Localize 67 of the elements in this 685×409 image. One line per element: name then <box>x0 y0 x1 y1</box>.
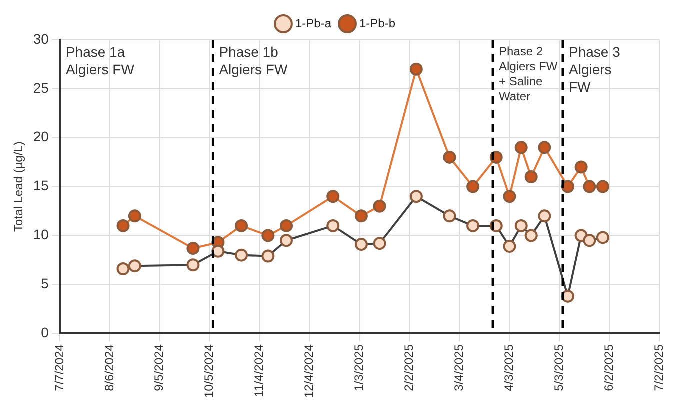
point <box>503 190 516 204</box>
x-tick-label: 8/6/2024 <box>102 344 116 392</box>
point <box>128 210 142 223</box>
point <box>186 242 200 255</box>
y-tick-label: 30 <box>33 30 50 47</box>
point <box>354 238 368 252</box>
y-tick-label: 20 <box>33 128 50 145</box>
point <box>466 219 480 232</box>
y-tick-label: 5 <box>41 276 50 292</box>
point <box>443 210 456 223</box>
point <box>280 234 293 248</box>
point <box>186 258 200 272</box>
annotation: Phase 3 Algiers FW <box>568 44 621 95</box>
point <box>466 180 480 194</box>
point <box>326 190 340 204</box>
y-axis-title: Total Lead (µg/L) <box>12 142 26 232</box>
x-tick-label: 10/5/2024 <box>202 344 216 398</box>
point <box>280 219 293 232</box>
point <box>235 219 248 232</box>
point <box>538 210 552 223</box>
point <box>561 180 574 194</box>
point <box>373 200 386 213</box>
annotation: Phase 1b Algiers FW <box>219 44 288 78</box>
point <box>514 141 528 154</box>
point <box>538 141 552 154</box>
point <box>561 290 574 303</box>
point <box>443 150 456 164</box>
annotation: Phase 2 Algiers FW + Saline Water <box>499 44 558 104</box>
point <box>354 210 368 223</box>
point <box>503 240 516 254</box>
point <box>128 260 142 273</box>
y-tick-label: 15 <box>33 178 50 194</box>
x-tick-label: 7/2/2025 <box>652 344 666 392</box>
x-tick-label: 3/4/2025 <box>452 344 466 392</box>
x-tick-label: 11/4/2024 <box>252 344 266 398</box>
point <box>410 62 423 76</box>
point <box>596 180 610 194</box>
y-tick-label: 0 <box>41 324 50 340</box>
point <box>116 219 130 232</box>
point <box>514 219 528 232</box>
point <box>235 248 248 262</box>
x-tick-label: 2/2/2025 <box>402 344 416 392</box>
point <box>116 262 130 276</box>
x-tick-label: 5/3/2025 <box>552 344 566 392</box>
point <box>410 190 423 204</box>
point <box>596 231 610 244</box>
x-tick-label: 7/7/2024 <box>52 344 66 392</box>
y-tick-label: 25 <box>33 80 50 96</box>
x-tick-label: 4/3/2025 <box>502 344 516 392</box>
point <box>262 229 275 242</box>
point <box>373 237 386 250</box>
point <box>524 170 538 184</box>
y-tick-label: 10 <box>33 226 50 243</box>
point <box>262 250 275 263</box>
x-tick-label: 12/4/2024 <box>302 344 316 398</box>
point <box>574 160 588 174</box>
point <box>583 180 596 194</box>
x-tick-label: 9/5/2024 <box>152 344 166 392</box>
annotation: Phase 1a Algiers FW <box>66 44 136 78</box>
point <box>583 234 596 248</box>
legend-label: 1-Pb-b <box>360 16 396 30</box>
point <box>524 229 538 242</box>
point <box>212 244 225 258</box>
legend-label: 1-Pb-a <box>295 16 332 30</box>
point <box>326 219 340 232</box>
x-tick-label: 1/3/2025 <box>352 344 366 392</box>
x-tick-label: 6/2/2025 <box>602 344 616 392</box>
